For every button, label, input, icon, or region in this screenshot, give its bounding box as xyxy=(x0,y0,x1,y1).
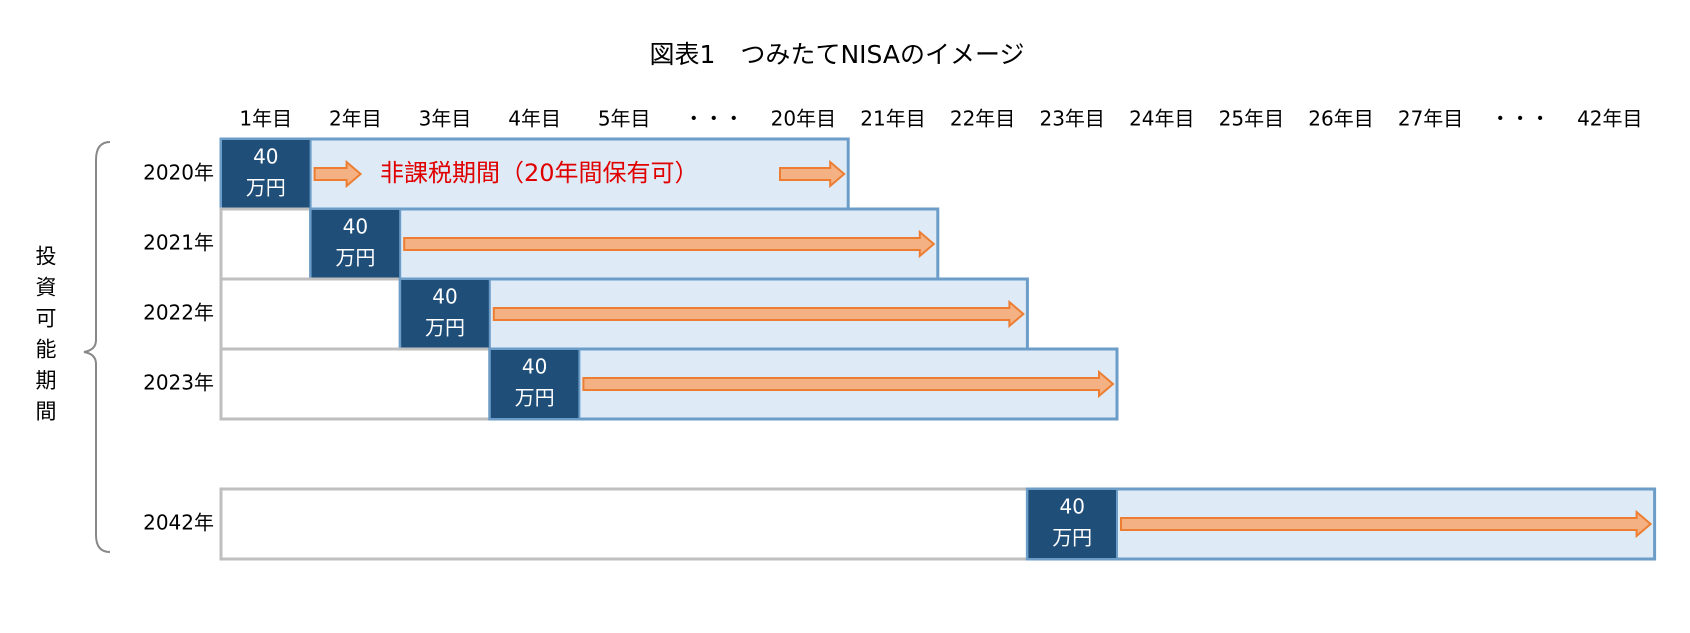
amount-box xyxy=(1026,488,1119,560)
amount-box xyxy=(220,138,312,210)
column-label: 25年目 xyxy=(1219,107,1284,131)
unit: 万円 xyxy=(335,246,375,270)
column-label: 42年目 xyxy=(1577,107,1642,131)
amount: 40 xyxy=(253,145,278,169)
unit: 万円 xyxy=(246,176,286,200)
arrow xyxy=(779,159,846,189)
column-label: 3年目 xyxy=(419,107,472,131)
unit: 万円 xyxy=(425,316,465,340)
column-label: 4年目 xyxy=(508,107,561,131)
arrow xyxy=(582,369,1115,399)
arrow xyxy=(492,299,1025,329)
amount: 40 xyxy=(343,215,368,239)
unit: 万円 xyxy=(1052,526,1092,550)
amount-box xyxy=(309,208,402,280)
column-label: 27年目 xyxy=(1398,107,1463,131)
amount: 40 xyxy=(1059,495,1084,519)
column-label: 1年目 xyxy=(239,107,292,131)
empty-box xyxy=(219,277,402,351)
title: 図表1 つみたてNISAのイメージ xyxy=(650,40,1025,69)
column-label: 22年目 xyxy=(950,107,1015,131)
empty-box xyxy=(219,487,1029,561)
row-label: 2042年 xyxy=(143,511,214,535)
column-label: 24年目 xyxy=(1129,107,1194,131)
column-label: 20年目 xyxy=(771,107,836,131)
empty-box xyxy=(219,347,492,421)
row-label: 2020年 xyxy=(143,161,214,185)
amount: 40 xyxy=(522,355,547,379)
arrow xyxy=(313,159,363,189)
row-label: 2021年 xyxy=(143,231,214,255)
unit: 万円 xyxy=(515,386,555,410)
column-label: ・・・ xyxy=(684,107,744,131)
amount-box xyxy=(399,278,491,350)
empty-box xyxy=(219,207,313,281)
column-label: 2年目 xyxy=(329,107,382,131)
amount-box xyxy=(488,348,581,420)
column-label: 5年目 xyxy=(598,107,651,131)
column-label: ・・・ xyxy=(1490,107,1550,131)
column-label: 26年目 xyxy=(1308,107,1373,131)
brace xyxy=(83,141,111,553)
side-label: 投資可能期間 xyxy=(33,245,57,431)
arrow xyxy=(1120,509,1653,539)
row-label: 2022年 xyxy=(143,301,214,325)
note: 非課税期間（20年間保有可） xyxy=(380,159,699,187)
row-label: 2023年 xyxy=(143,371,214,395)
amount: 40 xyxy=(432,285,457,309)
arrow xyxy=(403,229,936,259)
column-label: 23年目 xyxy=(1039,107,1104,131)
column-label: 21年目 xyxy=(860,107,925,131)
